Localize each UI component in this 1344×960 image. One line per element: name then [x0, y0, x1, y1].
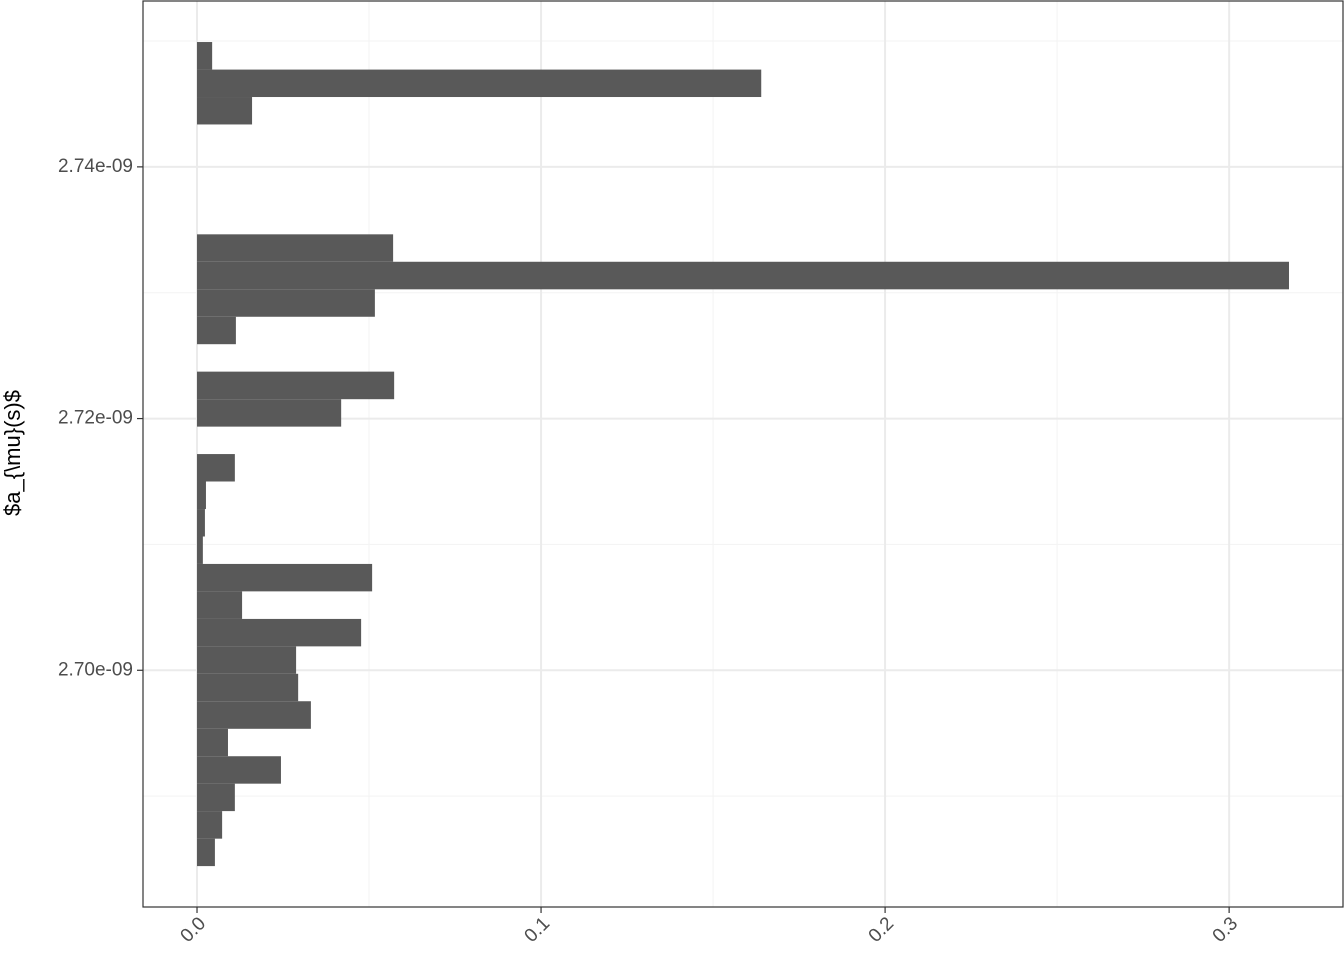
x-tick-label: 0.0: [177, 913, 211, 947]
bar: [197, 646, 297, 674]
bar: [197, 316, 236, 345]
bar: [197, 69, 762, 98]
x-tick-label: 0.1: [521, 913, 555, 947]
panel-border: [142, 0, 1344, 908]
bar: [197, 838, 215, 867]
bar: [197, 289, 375, 317]
bar: [197, 97, 253, 125]
bar: [197, 481, 206, 510]
y-tick-label: 2.70e-09: [58, 659, 133, 680]
bar: [197, 399, 342, 427]
bar: [197, 536, 203, 564]
y-tick-label: 2.74e-09: [58, 156, 133, 177]
bar: [197, 591, 243, 619]
bar: [197, 728, 228, 757]
bar: [197, 811, 223, 839]
x-tick-label: 0.2: [865, 913, 899, 947]
bar: [197, 618, 362, 647]
bar: [197, 701, 311, 729]
x-tick-label: 0.3: [1209, 913, 1243, 947]
bar: [197, 42, 213, 70]
bar: [197, 454, 235, 482]
bar: [197, 509, 205, 537]
bar: [197, 371, 395, 400]
bar: [197, 563, 373, 592]
y-tick-label: 2.72e-09: [58, 408, 133, 429]
bar: [197, 261, 1289, 290]
bar: [197, 673, 299, 702]
bar: [197, 783, 235, 812]
bar: [197, 756, 281, 784]
bar: [197, 234, 394, 262]
y-axis-label: $a_{\mu}(s)$: [0, 390, 25, 516]
